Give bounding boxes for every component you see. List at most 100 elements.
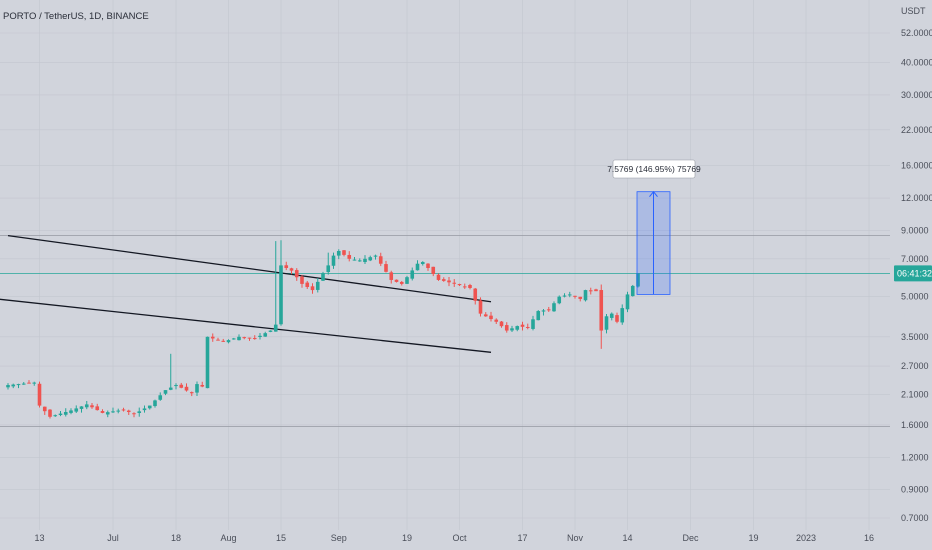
candle-body	[195, 384, 199, 393]
candle-body	[305, 282, 310, 287]
candle-body	[116, 410, 121, 412]
time-axis[interactable]: 13 Jul 18 Aug 15 Sep 19 Oct 17 Nov 14 Dec 19 2023 16	[34, 533, 874, 543]
candle-body	[205, 336, 210, 389]
candle	[562, 293, 567, 298]
candle	[373, 254, 378, 260]
candle-body	[368, 257, 373, 261]
candle	[153, 399, 157, 408]
price-range-measure[interactable]: 7.5769 (146.95%) 75769	[607, 159, 701, 295]
y-tick-label: 40.0000	[901, 58, 932, 68]
candle-body	[342, 250, 346, 255]
candle	[137, 407, 142, 417]
candle	[394, 279, 399, 283]
candle	[504, 322, 509, 333]
x-tick-label: Sep	[331, 533, 347, 543]
candle	[42, 406, 47, 415]
candle-body	[16, 384, 21, 386]
candle	[53, 414, 58, 417]
candle	[478, 297, 483, 317]
candle-body	[552, 303, 556, 312]
chart-title: PORTO / TetherUS, 1D, BINANCE	[3, 11, 149, 22]
candle-body	[531, 319, 535, 329]
candle-body	[583, 290, 588, 301]
candle	[636, 273, 640, 288]
candle	[289, 267, 294, 275]
x-tick-label: Aug	[220, 533, 236, 543]
candle-body	[473, 288, 478, 301]
candle-body	[121, 409, 126, 411]
candle	[410, 267, 415, 281]
candle	[226, 339, 231, 344]
candle-body	[137, 411, 142, 413]
candle-body	[200, 384, 205, 387]
candle-body	[226, 340, 231, 343]
candle-body	[599, 290, 604, 331]
candle-body	[625, 294, 630, 310]
candle	[48, 409, 52, 419]
price-axis[interactable]: 52.0000 40.0000 30.0000 22.0000 16.0000 12.00…	[901, 28, 932, 523]
candle-body	[247, 337, 252, 339]
candle	[583, 289, 588, 302]
candle	[242, 336, 247, 340]
candle-body	[142, 408, 147, 411]
y-tick-label: 9.0000	[901, 225, 929, 235]
candle	[452, 279, 457, 287]
y-tick-label: 2.1000	[901, 389, 929, 399]
candle	[105, 410, 110, 418]
candle	[221, 338, 226, 342]
candle-body	[499, 321, 504, 327]
candle	[200, 381, 205, 388]
candle-body	[27, 382, 31, 384]
candle	[216, 337, 220, 341]
x-tick-label: 14	[622, 533, 632, 543]
candle-body	[336, 250, 341, 256]
candle	[163, 390, 168, 396]
candle-body	[158, 395, 163, 400]
candle-body	[588, 290, 593, 292]
candle-body	[37, 383, 42, 406]
x-tick-label: 13	[34, 533, 44, 543]
candle-body	[609, 313, 614, 318]
candle	[142, 405, 147, 413]
candle	[237, 334, 241, 341]
candle-body	[242, 337, 247, 339]
candle-body	[263, 333, 268, 337]
candle	[473, 287, 478, 305]
channel-upper-line[interactable]	[7, 234, 492, 303]
x-tick-label: 15	[276, 533, 286, 543]
candle-body	[310, 286, 315, 291]
candle-body	[405, 277, 409, 284]
horizontal-levels	[0, 235, 890, 427]
candle-body	[184, 386, 189, 391]
candle-body	[258, 335, 262, 337]
y-tick-label: 2.7000	[901, 361, 929, 371]
descending-channel[interactable]	[0, 234, 492, 353]
candle-body	[452, 282, 457, 284]
candle-body	[441, 279, 446, 281]
y-tick-label: 0.7000	[901, 513, 929, 523]
candle-body	[90, 405, 94, 408]
candle-body	[384, 264, 388, 272]
y-tick-label: 3.5000	[901, 332, 929, 342]
candle-body	[147, 405, 152, 409]
candle	[27, 380, 31, 384]
candle	[352, 256, 357, 261]
candle	[184, 383, 189, 392]
candle	[399, 280, 404, 286]
candle	[79, 406, 84, 413]
candle-body	[510, 328, 514, 331]
channel-lower-line[interactable]	[0, 296, 492, 353]
candle-body	[373, 255, 378, 257]
candle-body	[410, 270, 415, 279]
candle-body	[126, 410, 131, 413]
candle	[436, 273, 441, 281]
candle	[363, 255, 367, 265]
candle-body	[321, 273, 325, 281]
y-tick-label: 1.6000	[901, 420, 929, 430]
candle-body	[504, 325, 509, 331]
candle	[147, 405, 152, 410]
candle	[599, 284, 604, 349]
candle-body	[363, 258, 367, 263]
